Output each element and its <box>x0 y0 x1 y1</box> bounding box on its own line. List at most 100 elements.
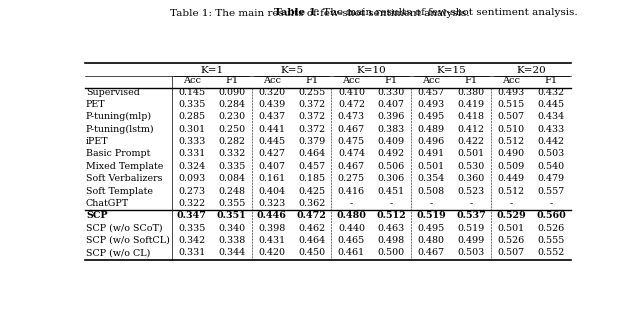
Text: SCP (w/o SCoT): SCP (w/o SCoT) <box>86 224 163 233</box>
Text: 0.422: 0.422 <box>458 137 484 146</box>
Text: 0.420: 0.420 <box>258 248 285 257</box>
Text: 0.432: 0.432 <box>538 87 564 96</box>
Text: SCP (w/o CL): SCP (w/o CL) <box>86 248 150 257</box>
Text: 0.333: 0.333 <box>178 137 205 146</box>
Text: Basic Prompt: Basic Prompt <box>86 150 150 159</box>
Text: 0.475: 0.475 <box>338 137 365 146</box>
Text: Soft Verbalizers: Soft Verbalizers <box>86 174 163 183</box>
Text: P-tuning(lstm): P-tuning(lstm) <box>86 125 155 134</box>
Text: 0.552: 0.552 <box>538 248 564 257</box>
Text: 0.185: 0.185 <box>298 174 325 183</box>
Text: 0.404: 0.404 <box>258 187 285 196</box>
Text: 0.351: 0.351 <box>217 211 246 220</box>
Text: 0.342: 0.342 <box>178 236 205 245</box>
Text: 0.248: 0.248 <box>218 187 245 196</box>
Text: 0.410: 0.410 <box>338 87 365 96</box>
Text: 0.457: 0.457 <box>298 162 325 171</box>
Text: 0.273: 0.273 <box>178 187 205 196</box>
Text: Mixed Template: Mixed Template <box>86 162 163 171</box>
Text: ChatGPT: ChatGPT <box>86 199 129 208</box>
Text: 0.496: 0.496 <box>418 137 445 146</box>
Text: 0.503: 0.503 <box>538 150 564 159</box>
Text: 0.340: 0.340 <box>218 224 245 233</box>
Text: 0.523: 0.523 <box>458 187 485 196</box>
Text: 0.507: 0.507 <box>497 248 525 257</box>
Text: 0.344: 0.344 <box>218 248 245 257</box>
Text: 0.560: 0.560 <box>536 211 566 220</box>
Text: 0.354: 0.354 <box>418 174 445 183</box>
Text: -: - <box>350 199 353 208</box>
Text: 0.473: 0.473 <box>338 112 365 121</box>
Text: 0.492: 0.492 <box>378 150 405 159</box>
Text: 0.446: 0.446 <box>257 211 287 220</box>
Text: -: - <box>550 199 553 208</box>
Text: -: - <box>390 199 393 208</box>
Text: 0.093: 0.093 <box>178 174 205 183</box>
Text: 0.526: 0.526 <box>497 236 525 245</box>
Text: 0.507: 0.507 <box>497 112 525 121</box>
Text: 0.465: 0.465 <box>338 236 365 245</box>
Text: Acc: Acc <box>502 76 520 85</box>
Text: 0.425: 0.425 <box>298 187 325 196</box>
Text: K=10: K=10 <box>356 66 387 75</box>
Text: F1: F1 <box>545 76 557 85</box>
Text: 0.474: 0.474 <box>338 150 365 159</box>
Text: Supervised: Supervised <box>86 87 140 96</box>
Text: 0.503: 0.503 <box>458 248 485 257</box>
Text: K=15: K=15 <box>436 66 466 75</box>
Text: 0.439: 0.439 <box>258 100 285 109</box>
Text: 0.540: 0.540 <box>538 162 564 171</box>
Text: Table 1: The main results of few-shot sentiment analysis.: Table 1: The main results of few-shot se… <box>170 9 470 18</box>
Text: 0.330: 0.330 <box>378 87 405 96</box>
Text: 0.440: 0.440 <box>338 224 365 233</box>
Text: 0.347: 0.347 <box>177 211 207 220</box>
Text: 0.335: 0.335 <box>218 162 245 171</box>
Text: -: - <box>429 199 433 208</box>
Text: 0.512: 0.512 <box>497 187 525 196</box>
Text: 0.493: 0.493 <box>418 100 445 109</box>
Text: 0.427: 0.427 <box>258 150 285 159</box>
Text: 0.445: 0.445 <box>538 100 564 109</box>
Text: 0.537: 0.537 <box>456 211 486 220</box>
Text: 0.090: 0.090 <box>218 87 245 96</box>
Text: 0.512: 0.512 <box>497 137 525 146</box>
Text: 0.275: 0.275 <box>338 174 365 183</box>
Text: 0.335: 0.335 <box>178 224 205 233</box>
Text: 0.464: 0.464 <box>298 236 325 245</box>
Text: -: - <box>509 199 513 208</box>
Text: 0.255: 0.255 <box>298 87 325 96</box>
Text: 0.508: 0.508 <box>418 187 445 196</box>
Text: 0.418: 0.418 <box>458 112 484 121</box>
Text: 0.332: 0.332 <box>218 150 245 159</box>
Text: 0.442: 0.442 <box>538 137 564 146</box>
Text: 0.526: 0.526 <box>538 224 564 233</box>
Text: 0.472: 0.472 <box>296 211 326 220</box>
Text: 0.501: 0.501 <box>497 224 525 233</box>
Text: 0.380: 0.380 <box>458 87 484 96</box>
Text: 0.372: 0.372 <box>298 112 325 121</box>
Text: 0.407: 0.407 <box>258 162 285 171</box>
Text: 0.379: 0.379 <box>298 137 325 146</box>
Text: 0.479: 0.479 <box>538 174 564 183</box>
Text: PET: PET <box>86 100 106 109</box>
Text: 0.230: 0.230 <box>218 112 245 121</box>
Text: 0.490: 0.490 <box>497 150 525 159</box>
Text: 0.338: 0.338 <box>218 236 245 245</box>
Text: 0.398: 0.398 <box>258 224 285 233</box>
Text: 0.519: 0.519 <box>458 224 485 233</box>
Text: Acc: Acc <box>183 76 201 85</box>
Text: 0.284: 0.284 <box>218 100 245 109</box>
Text: 0.372: 0.372 <box>298 125 325 134</box>
Text: 0.331: 0.331 <box>178 248 205 257</box>
Text: 0.407: 0.407 <box>378 100 405 109</box>
Text: 0.301: 0.301 <box>178 125 205 134</box>
Text: 0.450: 0.450 <box>298 248 325 257</box>
Text: 0.323: 0.323 <box>258 199 285 208</box>
Text: 0.250: 0.250 <box>218 125 245 134</box>
Text: 0.489: 0.489 <box>418 125 445 134</box>
Text: 0.467: 0.467 <box>338 162 365 171</box>
Text: F1: F1 <box>465 76 478 85</box>
Text: iPET: iPET <box>86 137 109 146</box>
Text: 0.495: 0.495 <box>418 224 445 233</box>
Text: Acc: Acc <box>422 76 440 85</box>
